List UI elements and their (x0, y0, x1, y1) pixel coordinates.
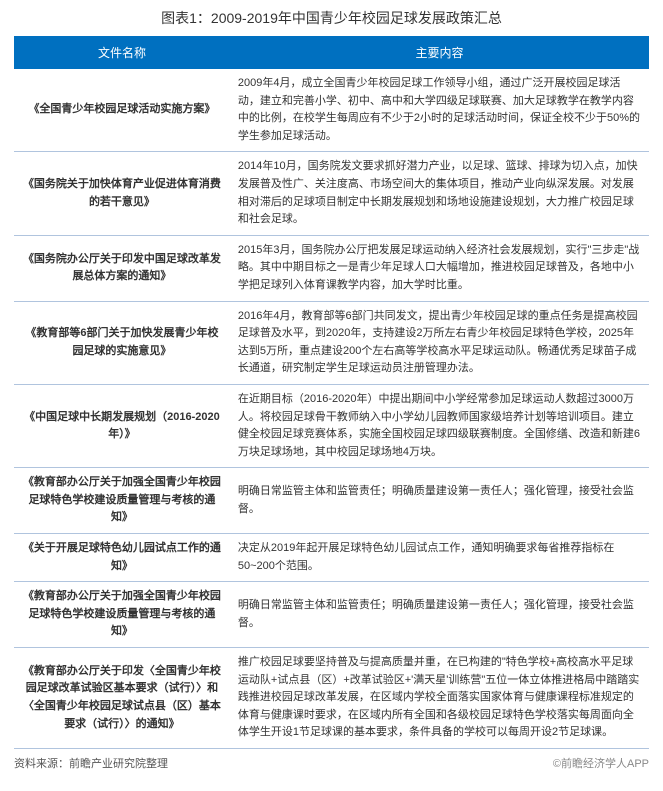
doc-name-cell: 《中国足球中长期发展规划（2016-2020年）》 (14, 384, 230, 467)
doc-name-cell: 《全国青少年校园足球活动实施方案》 (14, 69, 230, 152)
table-row: 《教育部办公厅关于印发〈全国青少年校园足球改革试验区基本要求（试行）〉和〈全国青… (14, 648, 649, 749)
doc-name-cell: 《教育部办公厅关于印发〈全国青少年校园足球改革试验区基本要求（试行）〉和〈全国青… (14, 648, 230, 749)
doc-content-cell: 明确日常监管主体和监管责任；明确质量建设第一责任人；强化管理，接受社会监督。 (230, 582, 649, 648)
doc-content-cell: 推广校园足球要坚持普及与提高质量并重，在已构建的"特色学校+高校高水平足球运动队… (230, 648, 649, 749)
doc-content-cell: 2014年10月，国务院发文要求抓好潜力产业，以足球、篮球、排球为切入点，加快发… (230, 152, 649, 235)
chart-title: 图表1：2009-2019年中国青少年校园足球发展政策汇总 (14, 8, 649, 28)
doc-name-cell: 《国务院办公厅关于印发中国足球改革发展总体方案的通知》 (14, 235, 230, 301)
doc-content-cell: 2015年3月，国务院办公厅把发展足球运动纳入经济社会发展规划，实行"三步走"战… (230, 235, 649, 301)
doc-content-cell: 在近期目标（2016-2020年）中提出期间中小学经常参加足球运动人数超过300… (230, 384, 649, 467)
header-doc-name: 文件名称 (14, 36, 230, 69)
table-row: 《关于开展足球特色幼儿园试点工作的通知》决定从2019年起开展足球特色幼儿园试点… (14, 534, 649, 582)
table-row: 《国务院关于加快体育产业促进体育消费的若干意见》2014年10月，国务院发文要求… (14, 152, 649, 235)
policy-table: 文件名称 主要内容 《全国青少年校园足球活动实施方案》2009年4月，成立全国青… (14, 36, 649, 749)
doc-name-cell: 《国务院关于加快体育产业促进体育消费的若干意见》 (14, 152, 230, 235)
header-content: 主要内容 (230, 36, 649, 69)
doc-name-cell: 《关于开展足球特色幼儿园试点工作的通知》 (14, 534, 230, 582)
source-label: 资料来源：前瞻产业研究院整理 (14, 755, 168, 771)
doc-content-cell: 决定从2019年起开展足球特色幼儿园试点工作，通知明确要求每省推荐指标在50~2… (230, 534, 649, 582)
table-row: 《中国足球中长期发展规划（2016-2020年）》在近期目标（2016-2020… (14, 384, 649, 467)
doc-content-cell: 明确日常监管主体和监管责任；明确质量建设第一责任人；强化管理，接受社会监督。 (230, 468, 649, 534)
table-row: 《教育部等6部门关于加快发展青少年校园足球的实施意见》2016年4月，教育部等6… (14, 301, 649, 384)
doc-name-cell: 《教育部办公厅关于加强全国青少年校园足球特色学校建设质量管理与考核的通知》 (14, 582, 230, 648)
doc-content-cell: 2009年4月，成立全国青少年校园足球工作领导小组，通过广泛开展校园足球活动，建… (230, 69, 649, 152)
table-row: 《教育部办公厅关于加强全国青少年校园足球特色学校建设质量管理与考核的通知》明确日… (14, 582, 649, 648)
table-row: 《教育部办公厅关于加强全国青少年校园足球特色学校建设质量管理与考核的通知》明确日… (14, 468, 649, 534)
table-row: 《国务院办公厅关于印发中国足球改革发展总体方案的通知》2015年3月，国务院办公… (14, 235, 649, 301)
table-row: 《全国青少年校园足球活动实施方案》2009年4月，成立全国青少年校园足球工作领导… (14, 69, 649, 152)
doc-content-cell: 2016年4月，教育部等6部门共同发文，提出青少年校园足球的重点任务是提高校园足… (230, 301, 649, 384)
doc-name-cell: 《教育部等6部门关于加快发展青少年校园足球的实施意见》 (14, 301, 230, 384)
doc-name-cell: 《教育部办公厅关于加强全国青少年校园足球特色学校建设质量管理与考核的通知》 (14, 468, 230, 534)
brand-label: ©前瞻经济学人APP (553, 755, 649, 771)
